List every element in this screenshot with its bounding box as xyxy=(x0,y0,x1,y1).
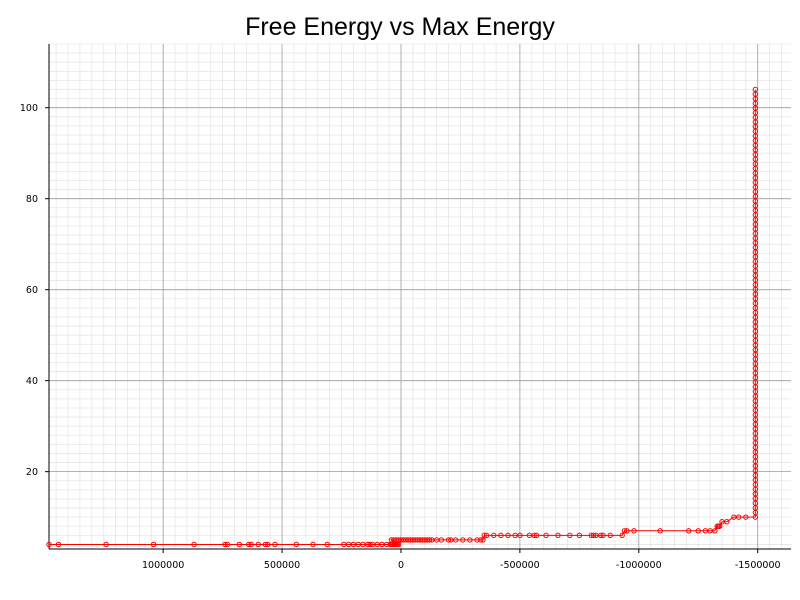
data-point xyxy=(272,541,278,548)
data-point xyxy=(517,532,523,539)
data-point xyxy=(531,532,537,539)
data-point xyxy=(481,532,487,539)
data-point xyxy=(724,519,730,525)
grid-major xyxy=(49,44,791,549)
chart-title: Free Energy vs Max Energy xyxy=(245,13,555,41)
data-point xyxy=(567,532,573,539)
y-tick-label: 20 xyxy=(26,467,38,478)
data-point xyxy=(621,528,628,534)
data-point xyxy=(445,537,452,543)
data-point xyxy=(293,541,300,548)
data-point xyxy=(222,541,228,548)
data-point xyxy=(533,532,540,539)
data-point xyxy=(619,532,625,539)
data-point xyxy=(743,514,749,520)
data-point xyxy=(367,541,373,548)
data-point xyxy=(555,532,561,539)
data-point xyxy=(607,532,613,539)
x-tick-label: 1000000 xyxy=(142,560,184,571)
data-point xyxy=(477,537,484,543)
data-point xyxy=(600,532,606,539)
data-point xyxy=(191,541,197,548)
data-point xyxy=(505,532,511,539)
data-point xyxy=(46,541,52,548)
data-point xyxy=(695,528,701,534)
data-point xyxy=(236,541,242,548)
data-point xyxy=(686,528,692,534)
data-point xyxy=(248,541,254,548)
data-point xyxy=(438,537,445,543)
data-point xyxy=(262,541,269,548)
data-point xyxy=(576,532,583,539)
x-tick-labels: 1000000 500000 0 -500000 -1000000 -1500000 xyxy=(142,560,781,571)
data-point xyxy=(712,528,718,534)
data-point xyxy=(735,514,742,520)
axes xyxy=(45,44,791,553)
x-tick-label: -1500000 xyxy=(735,560,781,571)
data-point xyxy=(483,532,490,539)
series-points xyxy=(46,86,759,548)
x-tick-label: -500000 xyxy=(500,560,540,571)
y-tick-label: 40 xyxy=(26,376,38,387)
x-tick-label: -1000000 xyxy=(616,560,662,571)
data-point xyxy=(716,523,723,529)
data-point xyxy=(103,541,109,548)
data-point xyxy=(590,532,597,539)
data-point xyxy=(452,537,459,543)
y-tick-label: 100 xyxy=(20,103,38,114)
data-point xyxy=(467,537,473,543)
data-point xyxy=(324,541,330,548)
y-tick-labels: 20 40 60 80 100 xyxy=(20,103,38,478)
data-point xyxy=(460,537,466,543)
data-point xyxy=(752,91,759,97)
data-point xyxy=(255,541,261,548)
data-point xyxy=(543,532,549,539)
data-point xyxy=(265,541,271,548)
data-point xyxy=(55,541,62,548)
data-point xyxy=(426,537,433,543)
data-point xyxy=(246,541,252,548)
data-point xyxy=(224,541,231,548)
y-tick-label: 60 xyxy=(26,285,38,296)
data-point xyxy=(657,528,663,534)
data-point xyxy=(474,537,480,543)
data-point xyxy=(624,528,630,534)
data-point xyxy=(498,532,504,539)
data-point xyxy=(598,532,604,539)
data-point xyxy=(310,541,316,548)
x-tick-label: 500000 xyxy=(264,560,300,571)
data-point xyxy=(150,541,157,548)
data-point xyxy=(491,532,497,539)
y-tick-label: 80 xyxy=(26,194,38,205)
x-tick-label: 0 xyxy=(398,560,404,571)
data-point xyxy=(631,528,637,534)
